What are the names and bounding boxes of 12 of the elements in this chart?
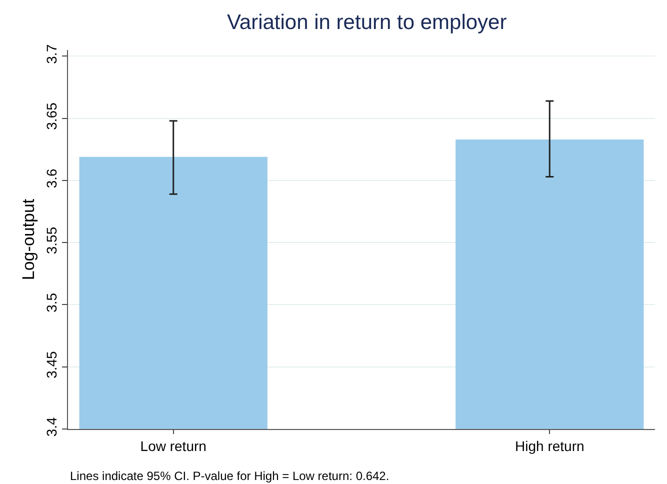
y-axis-title: Log-output xyxy=(18,198,38,280)
y-tick-label: 3.4 xyxy=(43,416,60,437)
y-tick-label: 3.55 xyxy=(43,226,60,254)
text: Lines indicate 95% CI. P-value for High = Low return: 0.642. xyxy=(70,469,390,483)
y-tick-label: 3.5 xyxy=(43,292,60,312)
x-tick-label: Low return xyxy=(140,438,206,454)
y-tick-label: 3.7 xyxy=(43,44,60,64)
y-tick-label: 3.45 xyxy=(43,350,60,378)
x-tick-label: High return xyxy=(515,438,584,454)
y-tick-label: 3.65 xyxy=(43,102,60,130)
y-tick-label: 3.6 xyxy=(43,168,60,188)
chart-title: Variation in return to employer xyxy=(226,11,507,34)
